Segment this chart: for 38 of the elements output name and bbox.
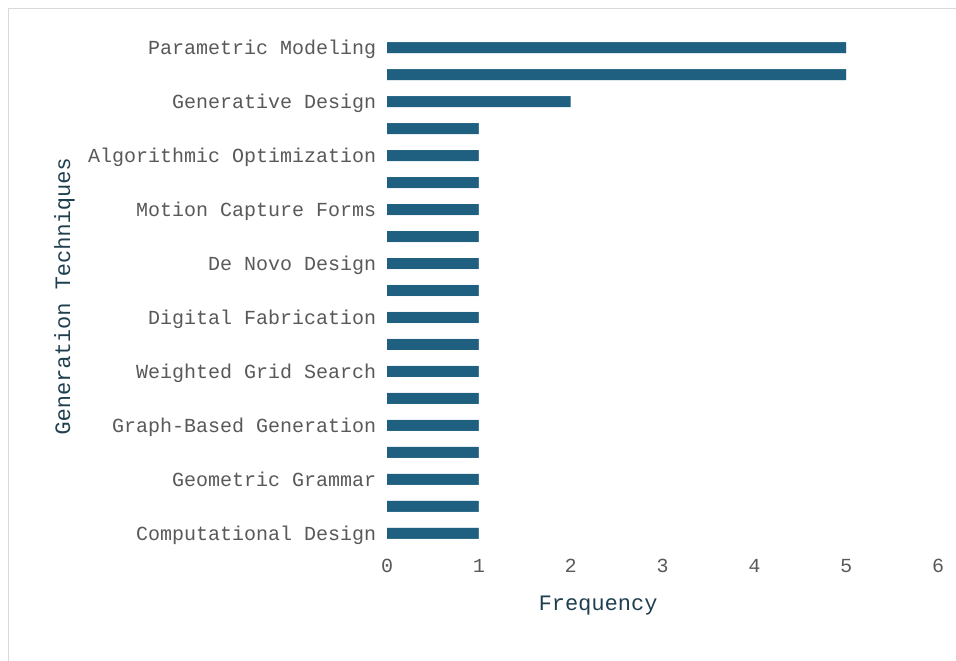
bar xyxy=(387,123,479,134)
x-tick-label: 2 xyxy=(564,556,577,580)
y-tick-label: Parametric Modeling xyxy=(148,38,376,62)
y-tick-label: Motion Capture Forms xyxy=(136,200,376,223)
bar xyxy=(387,446,479,458)
x-tick-label: 6 xyxy=(932,556,944,580)
y-tick-label: Digital Fabrication xyxy=(148,308,376,331)
y-tick-label: Weighted Grid Search xyxy=(136,362,376,385)
x-tick-label: 1 xyxy=(472,556,485,580)
y-tick-label: Geometric Grammar xyxy=(172,470,376,493)
bar xyxy=(387,338,479,350)
x-tick-label: 4 xyxy=(748,556,760,580)
bar xyxy=(387,420,479,431)
bar xyxy=(387,96,571,108)
bar xyxy=(387,284,479,296)
bar xyxy=(387,150,479,162)
x-tick-label: 5 xyxy=(840,556,852,580)
x-tick-label: 3 xyxy=(656,556,669,580)
y-tick-label: Computational Design xyxy=(136,524,376,547)
y-tick-label: De Novo Design xyxy=(208,254,376,277)
bar xyxy=(387,474,479,485)
bar xyxy=(387,204,479,216)
bar xyxy=(387,500,479,512)
y-axis-title: Generation Techniques xyxy=(52,157,77,435)
bar xyxy=(387,258,479,270)
bar xyxy=(387,312,479,324)
x-axis-title: Frequency xyxy=(538,592,658,617)
bar xyxy=(387,392,479,404)
bar xyxy=(387,366,479,377)
bar xyxy=(387,42,846,54)
bar xyxy=(387,177,479,188)
y-tick-label: Algorithmic Optimization xyxy=(88,146,376,169)
y-tick-label: Generative Design xyxy=(172,92,376,115)
bar xyxy=(387,528,479,539)
x-tick-label: 0 xyxy=(380,556,394,580)
bar xyxy=(387,69,846,80)
bar xyxy=(387,230,479,242)
y-tick-label: Graph-Based Generation xyxy=(112,416,376,439)
